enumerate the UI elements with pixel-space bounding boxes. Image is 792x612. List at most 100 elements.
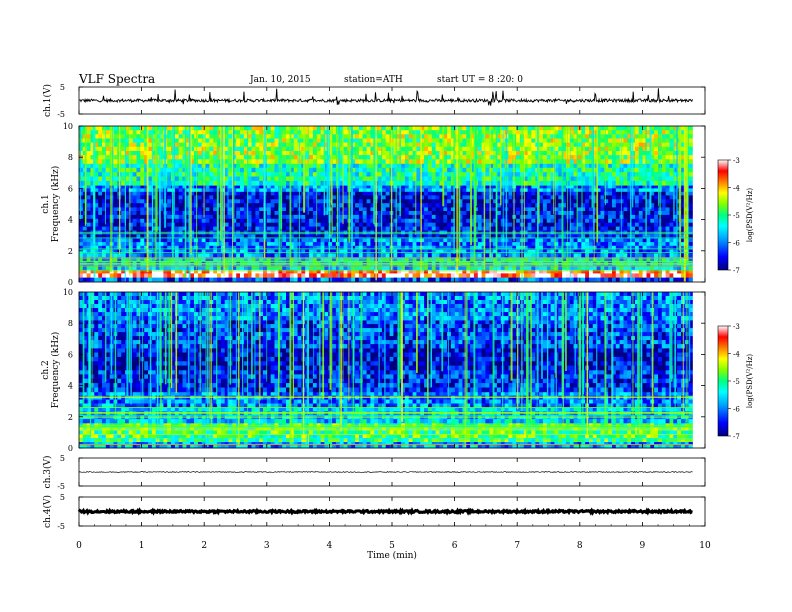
spectrogram-cell [504, 265, 509, 270]
spectrogram-cell [174, 203, 180, 208]
spectrogram-cell [462, 238, 467, 243]
spectrogram-cell [305, 245, 310, 250]
spectrogram-cell [496, 172, 502, 177]
spectrogram-cell [205, 180, 210, 186]
spectrogram-cell [431, 211, 436, 216]
spectrogram-cell [470, 242, 475, 247]
spectrogram-cell [477, 273, 482, 278]
spectrogram-cell [654, 126, 659, 131]
spectrogram-cell [408, 191, 413, 196]
spectrogram-cell [132, 265, 137, 270]
spectrogram-cell [274, 203, 279, 208]
spectrogram-cell [500, 277, 505, 283]
spectrogram-cell [309, 242, 314, 247]
spectrogram-cell [470, 253, 475, 258]
spectrogram-cell [358, 211, 364, 216]
spectrogram-cell [178, 242, 183, 247]
spectrogram-cell [320, 218, 325, 223]
spectrogram-cell [661, 218, 666, 223]
spectrogram-cell [102, 218, 107, 223]
spectrogram-cell [424, 249, 429, 254]
spectrogram-cell [355, 269, 360, 274]
spectrogram-cell [94, 214, 99, 220]
spectrogram-cell [378, 253, 383, 258]
spectrogram-cell [523, 126, 528, 131]
spectrogram-cell [627, 273, 632, 278]
spectrogram-cell [489, 277, 494, 283]
spectrogram-cell [427, 188, 433, 192]
spectrogram-cell [358, 191, 364, 196]
spectrogram-cell [569, 176, 574, 182]
spectrogram-cell [240, 273, 245, 278]
spectrogram-cell [661, 191, 666, 196]
spectrogram-cell [596, 222, 601, 227]
spectrogram-cell [623, 188, 628, 192]
spectrogram-cell [174, 188, 180, 192]
spectrogram-cell [462, 203, 467, 208]
spectrogram-cell [573, 163, 578, 169]
spectrogram-cell [82, 238, 87, 243]
spectrogram-cell [320, 126, 325, 131]
spectrogram-cell [450, 180, 456, 186]
spectrogram-cell [90, 277, 95, 283]
spectrogram-cell [546, 269, 551, 274]
spectrogram-cell [201, 222, 206, 227]
spectrogram-cell [585, 188, 590, 192]
spectrogram-cell [140, 238, 145, 243]
spectrogram-cell [247, 218, 252, 223]
spectrogram-cell [378, 207, 383, 212]
spectrogram-cell [608, 249, 613, 254]
spectrogram-cell [148, 265, 153, 270]
spectrogram-cell [259, 249, 264, 254]
spectrogram-cell [650, 211, 655, 216]
spectrogram-cell [228, 163, 233, 169]
spectrogram-cell [228, 234, 233, 239]
spectrogram-cell [550, 195, 555, 200]
spectrogram-cell [496, 199, 502, 204]
spectrogram-cell [493, 172, 498, 177]
spectrogram-cell [592, 249, 597, 254]
spectrogram-cell [585, 273, 590, 278]
spectrogram-cell [562, 269, 567, 274]
spectrogram-cell [615, 211, 620, 216]
spectrogram-cell [527, 253, 532, 258]
spectrogram-cell [316, 265, 321, 270]
spectrogram-cell [393, 222, 398, 227]
spectrogram-cell [688, 222, 693, 227]
spectrogram-cell [355, 273, 360, 278]
spectrogram-cell [247, 226, 252, 231]
spectrogram-cell [596, 226, 601, 231]
spectrogram-cell [293, 253, 298, 258]
spectrogram-cell [224, 234, 229, 239]
spectrogram-cell [615, 249, 620, 254]
spectrogram-cell [320, 234, 325, 239]
spectrogram-cell [366, 277, 371, 283]
spectrogram-cell [470, 249, 475, 254]
spectrogram-cell [527, 238, 532, 243]
spectrogram-cell [270, 188, 275, 192]
spectrogram-cell [132, 126, 137, 131]
spectrogram-cell [251, 207, 256, 212]
spectrogram-cell [178, 269, 183, 274]
spectrogram-cell [581, 242, 586, 247]
spectrogram-cell [608, 191, 613, 196]
spectrogram-cell [554, 180, 559, 186]
spectrogram-cell [213, 176, 218, 182]
spectrogram-cell [351, 245, 356, 250]
spectrogram-cell [224, 226, 229, 231]
spectrogram-cell [569, 226, 574, 231]
spectrogram-cell [366, 163, 371, 169]
spectrogram-cell [148, 185, 153, 189]
spectrogram-cell [508, 245, 513, 250]
spectrogram-cell [79, 226, 84, 231]
spectrogram-cell [94, 195, 99, 200]
spectrogram-cell [320, 249, 325, 254]
spectrogram-cell [420, 185, 425, 189]
spectrogram-cell [209, 269, 214, 274]
spectrogram-cell [247, 211, 252, 216]
spectrogram-cell [289, 218, 295, 223]
spectrogram-cell [485, 126, 490, 131]
spectrogram-cell [347, 242, 352, 247]
spectrogram-cell [635, 222, 640, 227]
spectrogram-cell [167, 218, 172, 223]
